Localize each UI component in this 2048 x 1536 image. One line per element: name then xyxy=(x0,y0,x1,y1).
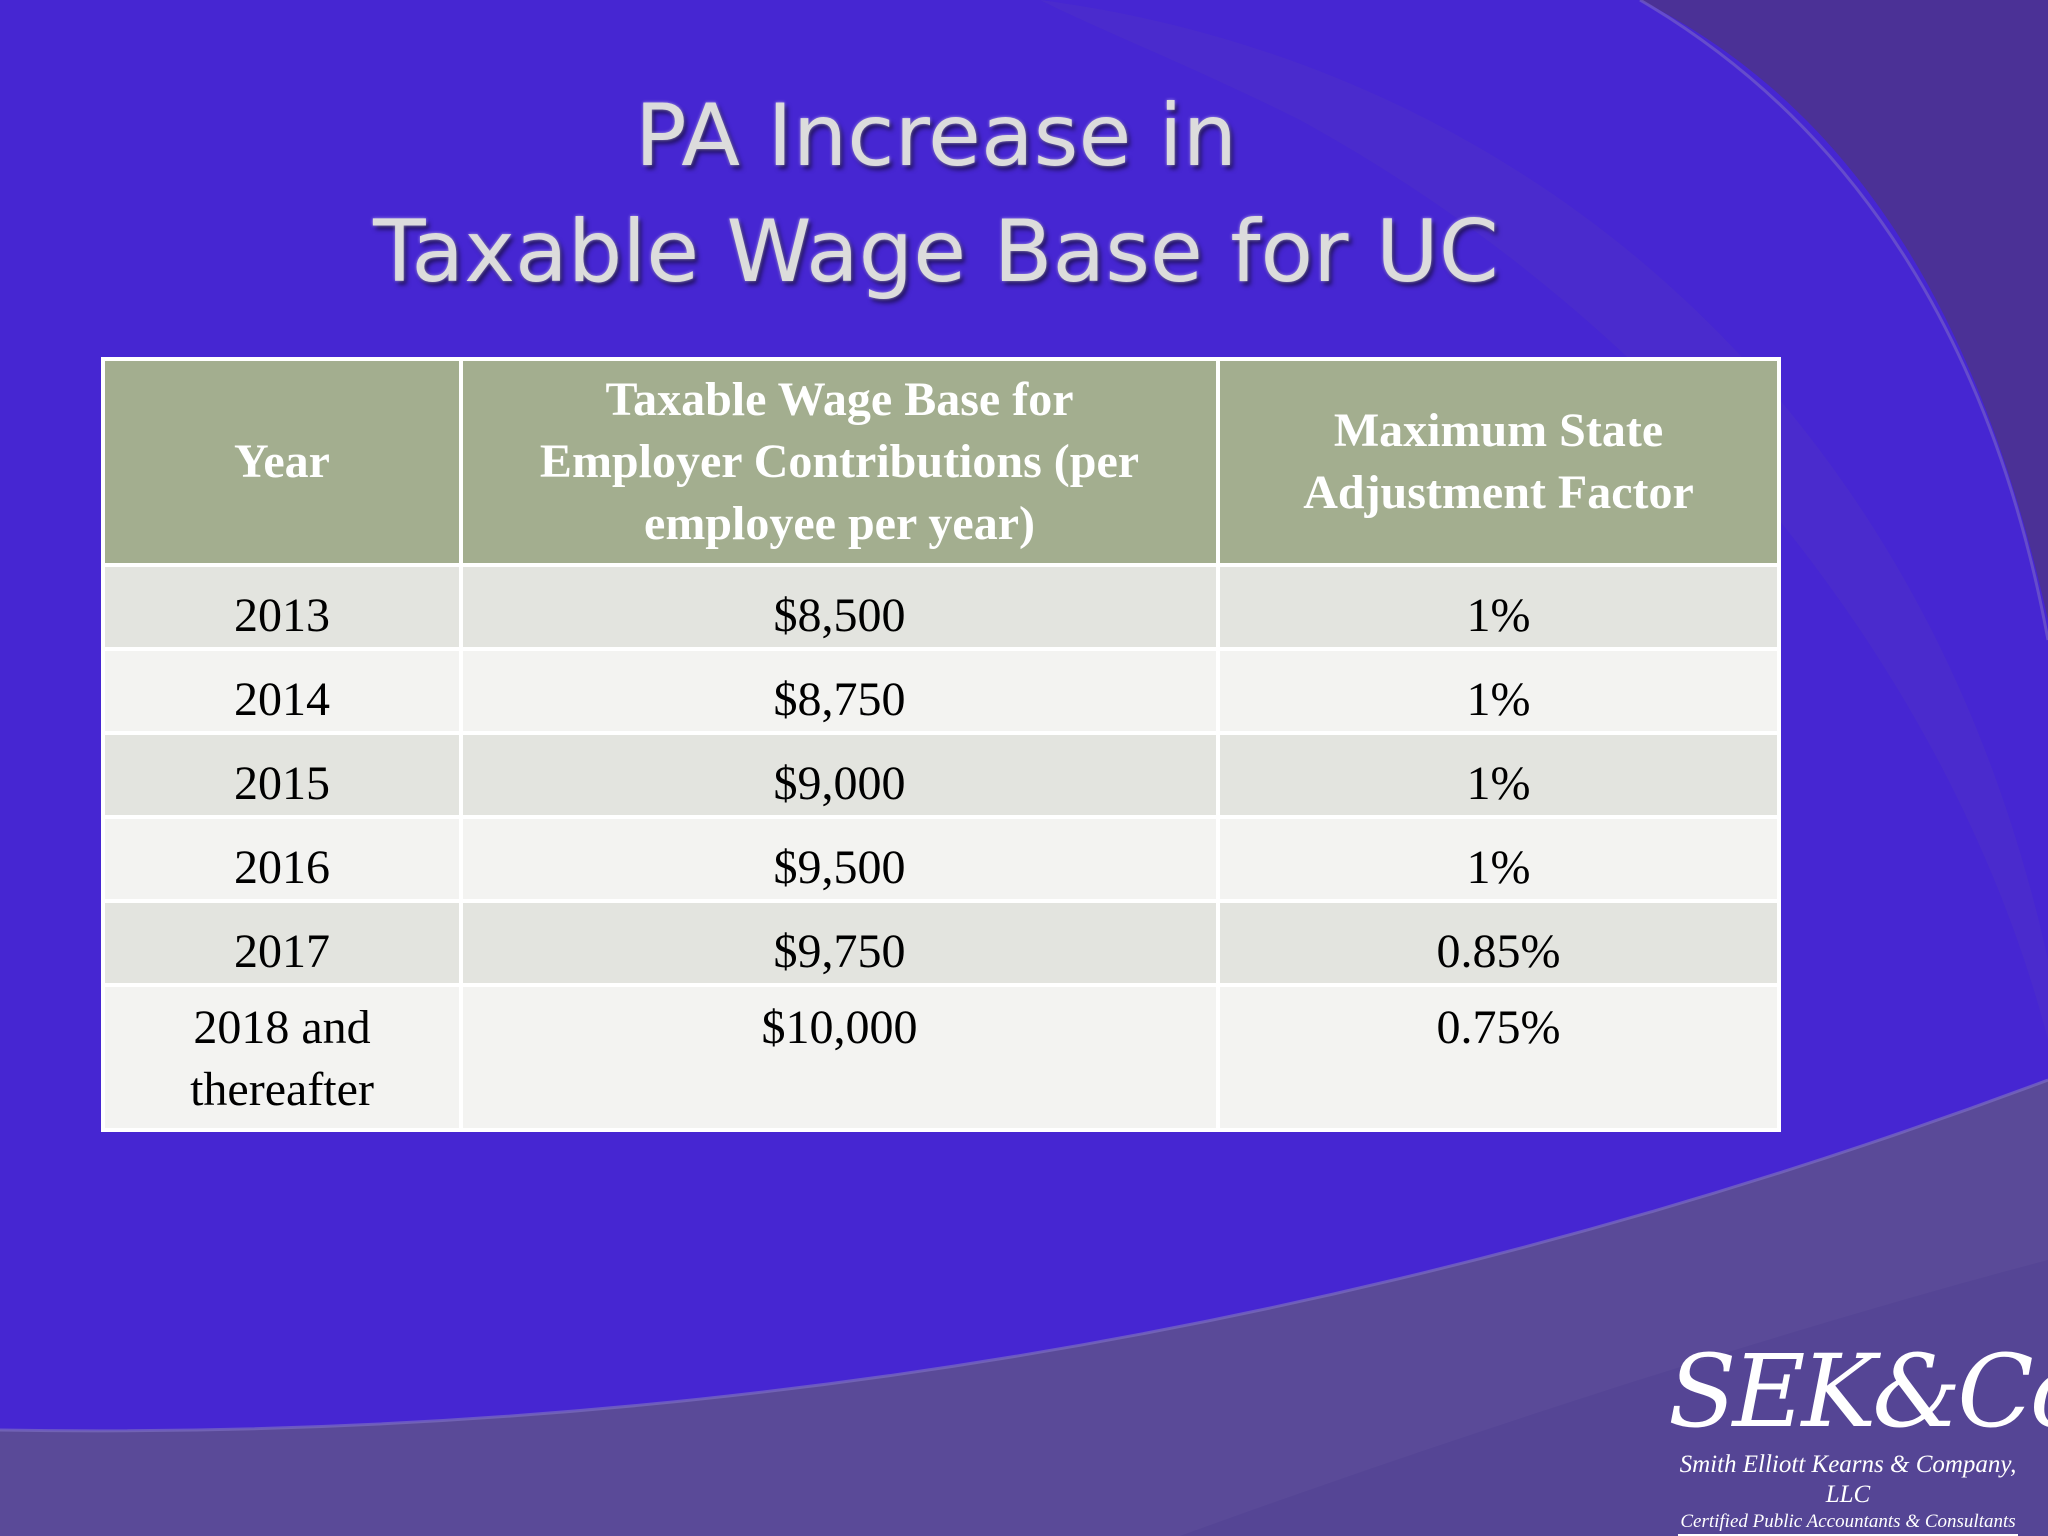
logo-tagline: Certified Public Accountants & Consultan… xyxy=(1678,1510,2018,1536)
slide-title-line-2: Taxable Wage Base for UC xyxy=(373,202,1499,302)
header-taxable-wage-base: Taxable Wage Base for Employer Contribut… xyxy=(459,357,1220,567)
table-row: 2015 $9,000 1% xyxy=(101,731,1781,819)
logo-company-name: Smith Elliott Kearns & Company, LLC xyxy=(1679,1451,2017,1508)
table-row: 2014 $8,750 1% xyxy=(101,647,1781,735)
cell-year: 2014 xyxy=(101,647,463,735)
cell-adjustment-factor: 0.85% xyxy=(1216,899,1781,987)
cell-wage-base: $8,500 xyxy=(459,563,1220,651)
header-max-adjustment-factor: Maximum State Adjustment Factor xyxy=(1216,357,1781,567)
logo-monogram: SEK&Co xyxy=(1668,1333,2048,1450)
cell-wage-base: $8,750 xyxy=(459,647,1220,735)
table-row: 2013 $8,500 1% xyxy=(101,563,1781,651)
cell-adjustment-factor: 1% xyxy=(1216,563,1781,651)
cell-adjustment-factor: 0.75% xyxy=(1216,983,1781,1132)
cell-year: 2015 xyxy=(101,731,463,819)
cell-wage-base: $9,500 xyxy=(459,815,1220,903)
cell-year: 2016 xyxy=(101,815,463,903)
cell-wage-base: $9,000 xyxy=(459,731,1220,819)
company-logo: SEK&Co Smith Elliott Kearns & Company, L… xyxy=(1668,1333,2048,1536)
table-row: 2016 $9,500 1% xyxy=(101,815,1781,903)
wage-base-table: Year Taxable Wage Base for Employer Cont… xyxy=(101,357,1781,1132)
cell-year: 2018 and thereafter xyxy=(101,983,463,1132)
table-row: 2017 $9,750 0.85% xyxy=(101,899,1781,987)
table-header-row: Year Taxable Wage Base for Employer Cont… xyxy=(101,357,1781,567)
cell-wage-base: $9,750 xyxy=(459,899,1220,987)
table-row: 2018 and thereafter $10,000 0.75% xyxy=(101,983,1781,1132)
cell-adjustment-factor: 1% xyxy=(1216,815,1781,903)
cell-adjustment-factor: 1% xyxy=(1216,647,1781,735)
cell-wage-base: $10,000 xyxy=(459,983,1220,1132)
slide-title-line-1: PA Increase in xyxy=(634,86,1238,186)
slide-title: PA Increase in Taxable Wage Base for UC xyxy=(0,78,1872,310)
header-year: Year xyxy=(101,357,463,567)
cell-adjustment-factor: 1% xyxy=(1216,731,1781,819)
cell-year: 2017 xyxy=(101,899,463,987)
cell-year: 2013 xyxy=(101,563,463,651)
